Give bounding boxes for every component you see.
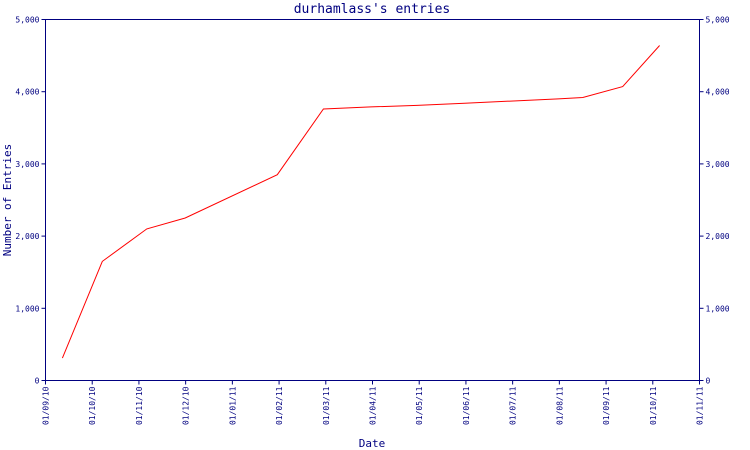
x-tick-label: 01/10/10	[88, 386, 97, 425]
y-tick-label-right: 5,000	[706, 16, 730, 25]
y-tick-label-left: 1,000	[15, 304, 39, 313]
x-tick-label: 01/09/10	[42, 386, 51, 425]
series-group	[61, 45, 660, 359]
y-tick-label-right: 3,000	[706, 160, 730, 169]
x-tick-label: 01/04/11	[369, 386, 378, 425]
x-tick-label: 01/09/11	[602, 386, 611, 425]
x-tick-label: 01/01/11	[228, 386, 237, 425]
y-tick-label-right: 4,000	[706, 88, 730, 97]
y-tick-label-left: 5,000	[15, 16, 39, 25]
y-tick-label-right: 2,000	[706, 232, 730, 241]
y-tick-label-right: 0	[706, 377, 711, 386]
x-tick-label: 01/11/11	[696, 386, 705, 425]
x-axis-label: Date	[359, 437, 386, 450]
x-tick-label: 01/07/11	[509, 386, 518, 425]
left-y-axis: 0 1,000 2,000 3,000 4,000 5,000	[15, 16, 46, 386]
x-axis: 01/09/10 01/10/10 01/11/10 01/12/10 01/01/11…	[42, 380, 705, 425]
y-tick-label-left: 4,000	[15, 88, 39, 97]
x-tick-label: 01/02/11	[275, 386, 284, 425]
chart-title: durhamlass's entries	[294, 2, 451, 17]
series-line	[61, 45, 660, 359]
x-tick-label: 01/11/10	[135, 386, 144, 425]
y-tick-label-right: 1,000	[706, 304, 730, 313]
y-tick-label-left: 3,000	[15, 160, 39, 169]
x-tick-label: 01/08/11	[555, 386, 564, 425]
x-tick-label: 01/05/11	[415, 386, 424, 425]
x-tick-label: 01/06/11	[462, 386, 471, 425]
y-tick-label-left: 0	[35, 377, 40, 386]
y-tick-label-left: 2,000	[15, 232, 39, 241]
x-tick-label: 01/03/11	[322, 386, 331, 425]
x-tick-label: 01/12/10	[182, 386, 191, 425]
plot-frame	[45, 19, 700, 381]
right-y-axis: 0 1,000 2,000 3,000 4,000 5,000	[699, 16, 730, 386]
x-tick-label: 01/10/11	[649, 386, 658, 425]
y-axis-label: Number of Entries	[1, 144, 14, 257]
